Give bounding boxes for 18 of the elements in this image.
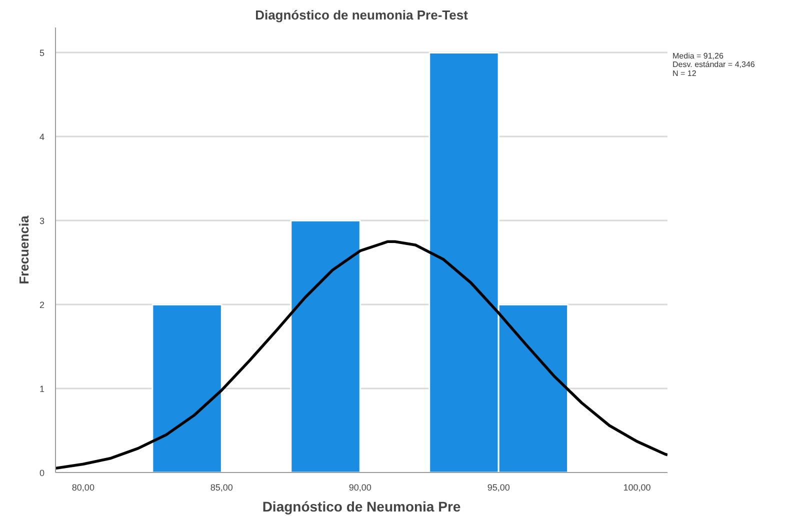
x-tick-label: 80,00 bbox=[72, 482, 94, 492]
chart-title: Diagnóstico de neumonia Pre-Test bbox=[255, 8, 469, 22]
text: Desv. estándar = 4,346 bbox=[672, 60, 756, 70]
y-tick-label: 1 bbox=[39, 384, 45, 394]
y-tick-label: 2 bbox=[39, 300, 45, 310]
x-tick-label: 90,00 bbox=[348, 482, 372, 492]
x-tick-label: 100,00 bbox=[623, 482, 651, 492]
y-tick-label: 4 bbox=[39, 132, 45, 142]
x-tick-label: 85,00 bbox=[210, 482, 233, 492]
text: Media = 91,26 bbox=[672, 52, 724, 61]
text: N = 12 bbox=[672, 68, 697, 78]
y-tick-label: 0 bbox=[39, 468, 45, 478]
y-tick-label: 3 bbox=[39, 216, 45, 226]
y-axis-title: Frecuencia bbox=[16, 214, 32, 284]
y-tick-label: 5 bbox=[39, 48, 45, 58]
x-axis-title: Diagnóstico de Neumonia Pre bbox=[262, 498, 461, 514]
x-tick-label: 95,00 bbox=[487, 482, 510, 492]
line-series bbox=[56, 240, 668, 470]
